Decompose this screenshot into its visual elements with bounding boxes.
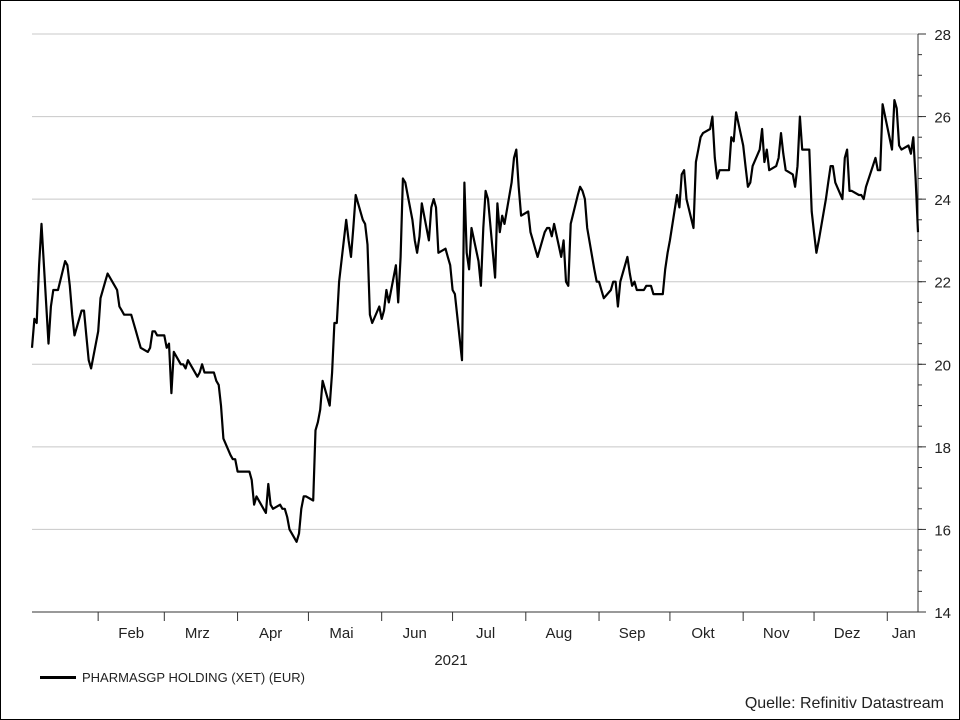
legend-label: PHARMASGP HOLDING (XET) (EUR) bbox=[82, 670, 305, 685]
legend: PHARMASGP HOLDING (XET) (EUR) bbox=[40, 670, 305, 685]
y-tick-label: 20 bbox=[934, 357, 951, 374]
y-tick-label: 28 bbox=[934, 27, 951, 44]
series-line bbox=[30, 99, 920, 543]
series-layer bbox=[30, 99, 920, 543]
y-tick-label: 26 bbox=[934, 110, 951, 127]
x-tick-label: Mai bbox=[329, 625, 353, 642]
y-tick-label: 14 bbox=[934, 605, 951, 622]
source-label: Quelle: Refinitiv Datastream bbox=[744, 695, 944, 712]
x-tick-label: Okt bbox=[691, 625, 715, 642]
gridlines bbox=[32, 33, 918, 530]
x-tick-label: Sep bbox=[619, 625, 646, 642]
y-tick-label: 24 bbox=[934, 192, 951, 209]
y-tick-label: 16 bbox=[934, 522, 951, 539]
x-axis-year-label: 2021 bbox=[434, 652, 467, 669]
x-tick-label: Feb bbox=[118, 625, 144, 642]
y-axis-ticks: 14 16 18 20 22 24 26 28 bbox=[918, 27, 951, 622]
x-tick-label: Aug bbox=[546, 625, 573, 642]
x-tick-label: Jul bbox=[476, 625, 495, 642]
y-tick-label: 18 bbox=[934, 440, 951, 457]
x-tick-label: Nov bbox=[763, 625, 790, 642]
legend-swatch bbox=[40, 676, 76, 679]
x-tick-label: Dez bbox=[834, 625, 861, 642]
y-tick-label: 22 bbox=[934, 275, 951, 292]
x-tick-label: Mrz bbox=[185, 625, 210, 642]
axes bbox=[32, 34, 919, 613]
x-axis-ticks: Feb Mrz Apr Mai Jun Jul Aug Sep Okt Nov Dez Jan bbox=[97, 612, 916, 642]
x-tick-label: Jan bbox=[892, 625, 916, 642]
x-tick-label: Jun bbox=[403, 625, 427, 642]
x-tick-label: Apr bbox=[259, 625, 282, 642]
